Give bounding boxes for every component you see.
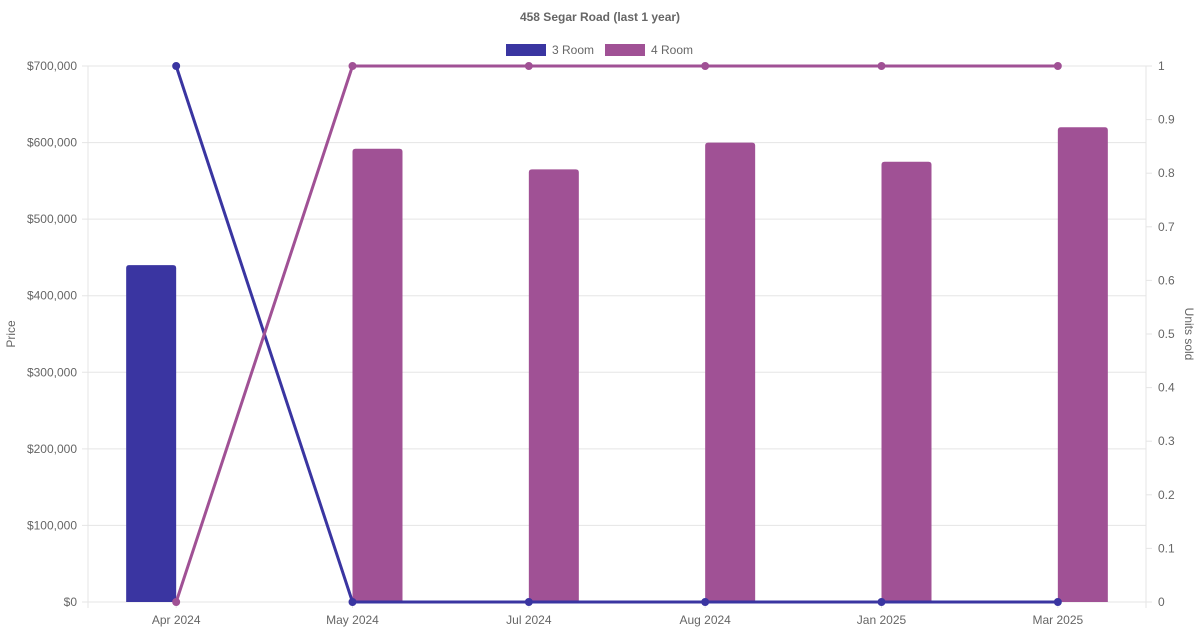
point-4-room[interactable] xyxy=(524,62,533,70)
grid-lines xyxy=(82,65,1152,608)
legend-label-3-room: 3 Room xyxy=(552,43,594,57)
legend-swatch-4-room xyxy=(605,44,645,56)
point-4-room[interactable] xyxy=(701,62,710,70)
y-right-tick-label: 1 xyxy=(1158,59,1165,73)
bar-4-room[interactable] xyxy=(1057,127,1108,602)
point-3-room[interactable] xyxy=(1053,598,1062,606)
y-left-tick-label: $200,000 xyxy=(27,442,77,456)
legend-label-4-room: 4 Room xyxy=(651,43,693,57)
bar-4-room[interactable] xyxy=(352,148,403,602)
line-3-room xyxy=(174,65,1058,604)
legend-item-3-room[interactable]: 3 Room xyxy=(506,43,594,57)
x-tick-label: Aug 2024 xyxy=(679,613,731,627)
y-left-tick-label: $700,000 xyxy=(27,59,77,73)
y-left-tick-label: $400,000 xyxy=(27,289,77,303)
y-right-tick-label: 0.1 xyxy=(1158,541,1175,555)
bar-4-room[interactable] xyxy=(528,169,579,602)
y-left-tick-label: $100,000 xyxy=(27,518,77,532)
y-left-tick-label: $0 xyxy=(64,595,78,609)
y-right-tick-label: 0.6 xyxy=(1158,273,1175,287)
bar-4-room[interactable] xyxy=(705,142,756,603)
point-3-room[interactable] xyxy=(172,62,181,70)
x-tick-label: Apr 2024 xyxy=(152,613,201,627)
bar-layer xyxy=(126,127,1108,603)
legend: 3 Room 4 Room xyxy=(506,43,693,57)
axis-layer: $0 $100,000 $200,000 $300,000 $400,000 $500,0… xyxy=(27,59,1175,627)
x-tick-label: May 2024 xyxy=(326,613,379,627)
y-right-tick-label: 0.4 xyxy=(1158,381,1175,395)
y-right-tick-label: 0 xyxy=(1158,595,1165,609)
point-4-room[interactable] xyxy=(877,62,886,70)
y-right-axis-title: Units sold xyxy=(1182,308,1196,361)
legend-swatch-3-room xyxy=(506,44,546,56)
y-left-axis-title: Price xyxy=(4,320,18,348)
point-4-room[interactable] xyxy=(172,598,181,606)
point-3-room[interactable] xyxy=(701,598,710,606)
line-4-room xyxy=(174,64,1058,603)
y-left-tick-label: $300,000 xyxy=(27,365,77,379)
y-left-tick-label: $600,000 xyxy=(27,136,77,150)
point-3-room[interactable] xyxy=(348,598,357,606)
bar-4-room[interactable] xyxy=(881,161,932,602)
point-4-room[interactable] xyxy=(1053,62,1062,70)
y-left-tick-label: $500,000 xyxy=(27,212,77,226)
bar-3-room[interactable] xyxy=(126,265,177,602)
point-3-room[interactable] xyxy=(877,598,886,606)
point-4-room[interactable] xyxy=(348,62,357,70)
y-right-tick-label: 0.3 xyxy=(1158,434,1175,448)
x-tick-label: Jul 2024 xyxy=(506,613,552,627)
legend-item-4-room[interactable]: 4 Room xyxy=(605,43,693,57)
y-right-tick-label: 0.7 xyxy=(1158,220,1175,234)
y-right-tick-label: 0.9 xyxy=(1158,113,1175,127)
point-3-room[interactable] xyxy=(524,598,533,606)
x-tick-label: Jan 2025 xyxy=(857,613,907,627)
chart-title: 458 Segar Road (last 1 year) xyxy=(520,10,680,24)
y-right-tick-label: 0.5 xyxy=(1158,327,1175,341)
x-tick-label: Mar 2025 xyxy=(1032,613,1083,627)
y-right-tick-label: 0.8 xyxy=(1158,166,1175,180)
y-right-tick-label: 0.2 xyxy=(1158,488,1175,502)
line-layer xyxy=(172,62,1062,606)
